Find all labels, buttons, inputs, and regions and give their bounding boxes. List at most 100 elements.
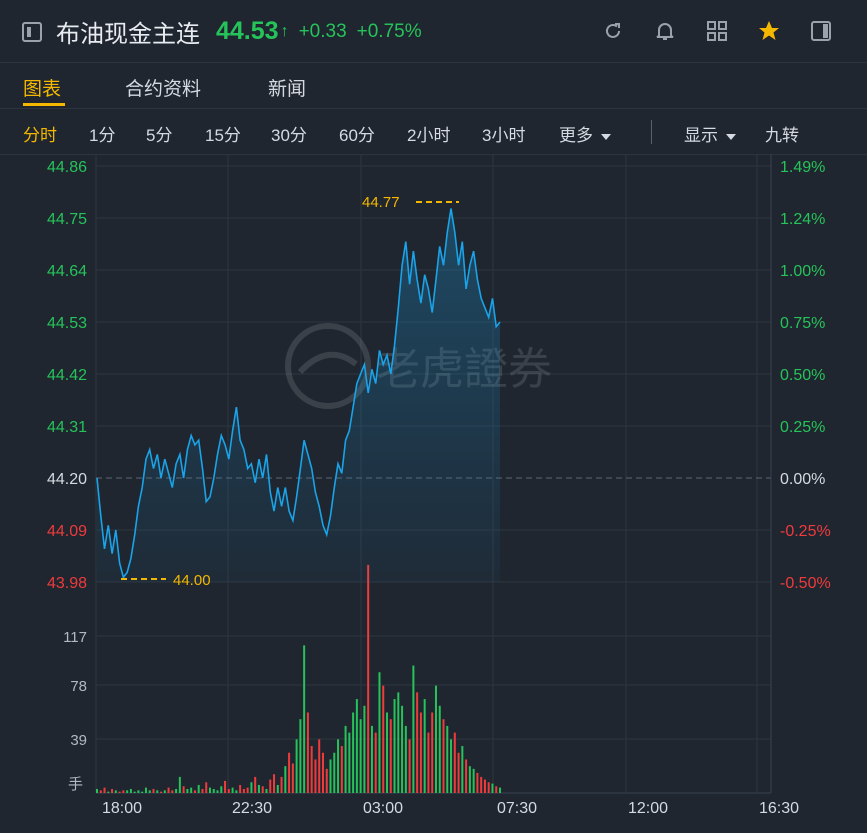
volume-bar	[333, 752, 336, 793]
volume-bar	[201, 788, 204, 793]
period-60min[interactable]: 60分	[339, 126, 375, 145]
volume-bar	[337, 739, 340, 793]
volume-bar	[431, 712, 434, 793]
refresh-icon[interactable]	[587, 16, 639, 46]
volume-bar	[156, 790, 159, 793]
panel-icon[interactable]	[795, 16, 847, 46]
volume-bar	[367, 564, 370, 793]
volume-bar	[427, 732, 430, 793]
period-15min[interactable]: 15分	[205, 126, 241, 145]
sidebar-toggle-icon[interactable]	[22, 21, 42, 42]
percent-tick-label: 1.49%	[780, 159, 825, 176]
tab-contract-info[interactable]: 合约资料	[125, 79, 202, 100]
volume-bar	[408, 739, 411, 793]
volume-bar	[167, 787, 170, 793]
tab-news[interactable]: 新闻	[268, 79, 307, 100]
price-axis: 44.86 44.75 44.64 44.53 44.42 44.31 44.20 44.09…	[47, 159, 87, 592]
percent-tick-label: 1.24%	[780, 211, 825, 228]
high-label: 44.77	[362, 194, 400, 211]
volume-bar	[359, 719, 362, 793]
volume-bar	[453, 732, 456, 793]
tab-chart[interactable]: 图表	[23, 79, 62, 100]
period-3h[interactable]: 3小时	[482, 126, 526, 145]
intraday-chart[interactable]: 老虎證券 44.77 44.00 44.8644.7544.6444.5344.…	[0, 154, 867, 833]
volume-bar	[329, 759, 332, 793]
volume-bar	[416, 692, 419, 793]
volume-bar	[137, 790, 140, 793]
display-dropdown[interactable]: 显示	[684, 121, 736, 146]
volume-bar	[257, 784, 260, 793]
price-tick-label: 44.53	[47, 315, 87, 332]
price-change-pct: +0.75%	[356, 20, 422, 42]
percent-tick-label: 0.00%	[780, 471, 825, 488]
volume-bar	[291, 763, 294, 793]
volume-bar	[389, 719, 392, 793]
volume-bar	[103, 787, 106, 793]
volume-bar	[212, 788, 215, 793]
bell-icon[interactable]	[639, 16, 691, 46]
volume-bar	[269, 779, 272, 793]
volume-bar	[205, 782, 208, 793]
volume-bar	[412, 665, 415, 793]
volume-bar	[423, 699, 426, 793]
volume-bar	[465, 759, 468, 793]
td-sequential-button[interactable]: 九转	[765, 126, 799, 145]
volume-bar	[254, 776, 257, 793]
volume-bar	[450, 739, 453, 793]
volume-bar	[370, 725, 373, 793]
period-1min[interactable]: 1分	[89, 126, 116, 145]
price-tick-label: 44.42	[47, 367, 87, 384]
volume-bar	[239, 784, 242, 793]
volume-bar	[171, 790, 174, 793]
volume-bar	[382, 685, 385, 793]
volume-bar	[280, 776, 283, 793]
volume-bar	[476, 772, 479, 793]
volume-bar	[152, 788, 155, 793]
volume-bar	[178, 776, 181, 793]
header-actions	[587, 16, 847, 46]
price-tick-label: 44.86	[47, 159, 87, 176]
volume-bar	[393, 699, 396, 793]
volume-bar	[419, 712, 422, 793]
price-tick-label: 44.75	[47, 211, 87, 228]
volume-bar	[133, 791, 136, 793]
period-5min[interactable]: 5分	[146, 126, 173, 145]
volume-bar	[495, 786, 498, 793]
header-left: 布油现金主连 44.53 ↑ +0.33 +0.75%	[22, 14, 432, 49]
period-intraday[interactable]: 分时	[23, 126, 57, 145]
period-2h[interactable]: 2小时	[407, 126, 451, 145]
time-tick-label: 22:30	[232, 800, 272, 817]
volume-bar	[374, 732, 377, 793]
volume-bar	[404, 725, 407, 793]
price-tick-label: 43.98	[47, 575, 87, 592]
volume-bar	[483, 779, 486, 793]
volume-bar	[265, 788, 268, 793]
volume-bar	[141, 791, 144, 793]
chevron-down-icon	[726, 133, 736, 140]
percent-tick-label: 0.50%	[780, 367, 825, 384]
volume-bar	[340, 746, 343, 793]
price-tick-label: 44.20	[47, 471, 87, 488]
time-tick-label: 07:30	[497, 800, 537, 817]
period-30min[interactable]: 30分	[271, 126, 307, 145]
volume-bar	[344, 725, 347, 793]
volume-bar	[193, 790, 196, 793]
volume-bar	[325, 768, 328, 793]
volume-bar	[352, 712, 355, 793]
volume-bar	[261, 786, 264, 793]
star-icon[interactable]	[743, 16, 795, 46]
volume-bar	[160, 791, 163, 793]
volume-bar	[318, 739, 321, 793]
volume-bar	[386, 712, 389, 793]
volume-bar	[434, 685, 437, 793]
volume-bar	[118, 791, 121, 793]
time-tick-label: 03:00	[363, 800, 403, 817]
grid-icon[interactable]	[691, 16, 743, 46]
period-bar: 分时 1分 5分 15分 30分 60分 2小时 3小时 更多 显示 九转	[0, 108, 867, 155]
volume-bar	[114, 790, 117, 793]
period-more-dropdown[interactable]: 更多	[559, 121, 611, 146]
volume-unit-label: 手	[68, 776, 83, 793]
volume-axis: 117 78 39	[63, 629, 87, 749]
volume-bar	[457, 752, 460, 793]
header-bar: 布油现金主连 44.53 ↑ +0.33 +0.75%	[0, 0, 867, 63]
